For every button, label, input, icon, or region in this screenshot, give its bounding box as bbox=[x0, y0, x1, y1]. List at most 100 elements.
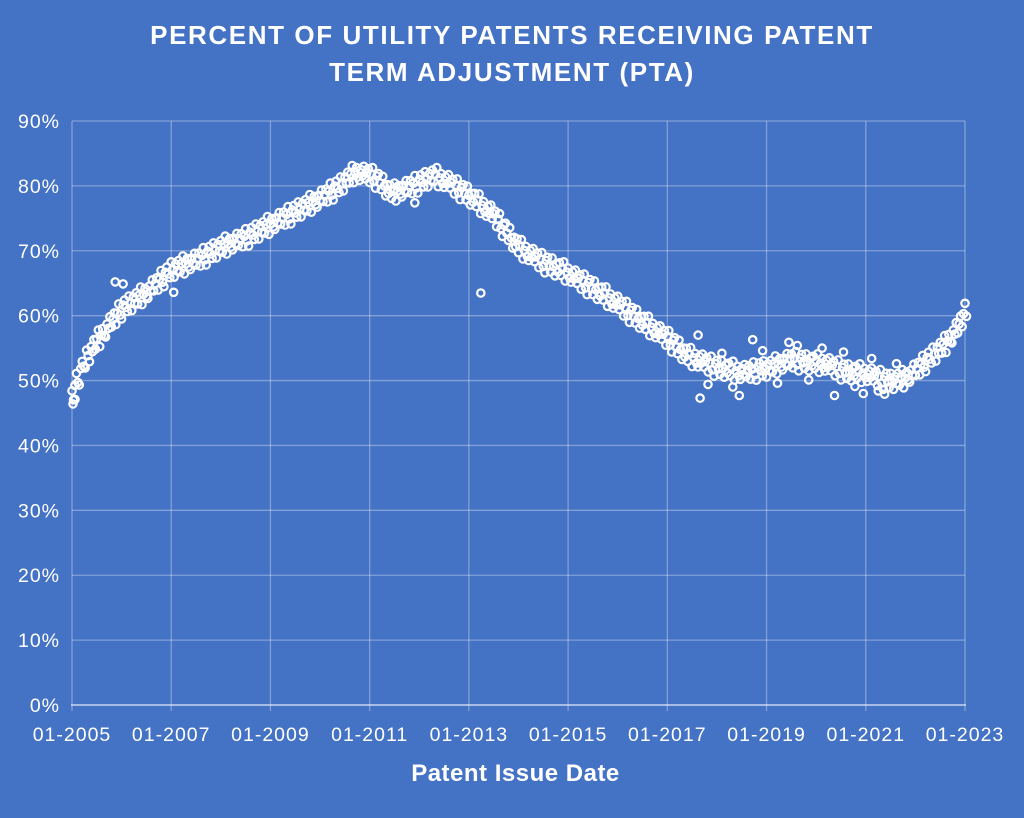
data-point bbox=[858, 388, 869, 399]
data-point bbox=[534, 262, 544, 273]
data-point bbox=[663, 325, 674, 336]
data-point bbox=[585, 274, 595, 285]
y-tick-label: 0% bbox=[30, 695, 60, 717]
data-point bbox=[334, 187, 344, 198]
data-point bbox=[960, 298, 970, 309]
data-point bbox=[74, 380, 85, 390]
data-point bbox=[576, 284, 587, 295]
x-tick-label: 01-2019 bbox=[727, 724, 806, 746]
data-point bbox=[643, 311, 654, 322]
data-point bbox=[286, 219, 296, 229]
data-point bbox=[309, 191, 320, 202]
data-point bbox=[110, 277, 121, 287]
data-point bbox=[693, 330, 703, 340]
data-point bbox=[589, 276, 600, 286]
chart-title: PERCENT OF UTILITY PATENTS RECEIVING PAT… bbox=[0, 17, 1024, 91]
y-tick-label: 50% bbox=[18, 371, 60, 393]
data-point bbox=[792, 340, 803, 351]
data-point bbox=[891, 358, 902, 369]
data-point bbox=[798, 357, 808, 368]
data-point bbox=[582, 289, 592, 300]
data-point bbox=[881, 368, 892, 379]
data-point bbox=[84, 356, 95, 367]
data-point bbox=[259, 228, 270, 238]
data-point bbox=[536, 247, 547, 258]
data-point bbox=[747, 334, 758, 345]
x-tick-label: 01-2005 bbox=[33, 724, 112, 746]
data-point bbox=[344, 178, 355, 188]
data-point bbox=[328, 195, 339, 205]
data-point bbox=[291, 212, 302, 223]
data-point bbox=[920, 366, 931, 377]
data-point bbox=[952, 328, 963, 338]
data-point bbox=[621, 296, 632, 307]
data-point bbox=[516, 234, 527, 245]
data-point bbox=[165, 272, 175, 283]
data-point bbox=[377, 171, 388, 182]
data-point bbox=[338, 186, 349, 196]
data-point bbox=[784, 337, 794, 348]
data-point bbox=[695, 393, 705, 403]
data-point bbox=[458, 179, 468, 190]
data-point bbox=[195, 261, 206, 271]
data-point bbox=[542, 252, 553, 263]
x-tick-label: 01-2007 bbox=[132, 724, 211, 746]
y-tick-label: 40% bbox=[18, 435, 60, 457]
data-point bbox=[712, 355, 722, 366]
data-point bbox=[116, 314, 127, 324]
data-point bbox=[685, 342, 696, 353]
data-point bbox=[485, 200, 496, 210]
data-point bbox=[157, 277, 168, 288]
data-point bbox=[182, 253, 193, 264]
data-point bbox=[727, 382, 738, 392]
y-tick-label: 90% bbox=[18, 111, 60, 133]
data-point bbox=[159, 281, 169, 292]
chart-title-line-2: TERM ADJUSTMENT (PTA) bbox=[329, 57, 695, 87]
data-point bbox=[264, 229, 274, 240]
data-point bbox=[306, 207, 317, 218]
y-tick-label: 10% bbox=[18, 630, 60, 652]
data-point bbox=[840, 368, 851, 378]
y-axis-tick-labels: 0% 10% 20% 30% 40% 50% 60% 70% 80% 90% bbox=[18, 111, 60, 717]
data-point bbox=[431, 162, 442, 173]
data-point bbox=[661, 340, 671, 351]
data-point bbox=[80, 363, 90, 373]
data-point bbox=[878, 384, 889, 395]
data-point bbox=[118, 279, 128, 289]
data-point bbox=[132, 299, 143, 309]
data-point bbox=[474, 189, 484, 199]
data-point bbox=[302, 206, 312, 216]
x-axis-title: Patent Issue Date bbox=[411, 760, 620, 787]
data-point bbox=[455, 194, 465, 205]
data-point bbox=[774, 353, 785, 364]
data-point bbox=[839, 359, 849, 370]
data-point bbox=[772, 378, 783, 389]
x-tick-label: 01-2015 bbox=[529, 724, 608, 746]
data-point bbox=[936, 348, 947, 358]
data-point bbox=[882, 377, 893, 387]
gridlines bbox=[71, 120, 966, 711]
data-point bbox=[919, 362, 929, 372]
data-point bbox=[224, 233, 235, 244]
data-point bbox=[243, 241, 254, 251]
data-point bbox=[364, 177, 375, 188]
data-point bbox=[947, 338, 957, 348]
data-point bbox=[137, 299, 147, 310]
data-point bbox=[803, 375, 814, 385]
data-point bbox=[817, 343, 827, 353]
data-point bbox=[452, 174, 463, 184]
data-point bbox=[850, 381, 860, 392]
chart-title-line-1: PERCENT OF UTILITY PATENTS RECEIVING PAT… bbox=[150, 20, 874, 50]
data-point bbox=[493, 214, 503, 224]
data-point bbox=[539, 267, 550, 278]
data-point bbox=[898, 382, 909, 393]
data-point bbox=[757, 345, 768, 356]
data-point bbox=[751, 375, 762, 386]
x-tick-label: 01-2009 bbox=[231, 724, 310, 746]
data-point bbox=[713, 364, 724, 374]
y-tick-label: 30% bbox=[18, 500, 60, 522]
data-point bbox=[94, 341, 105, 352]
x-tick-label: 01-2017 bbox=[628, 724, 707, 746]
